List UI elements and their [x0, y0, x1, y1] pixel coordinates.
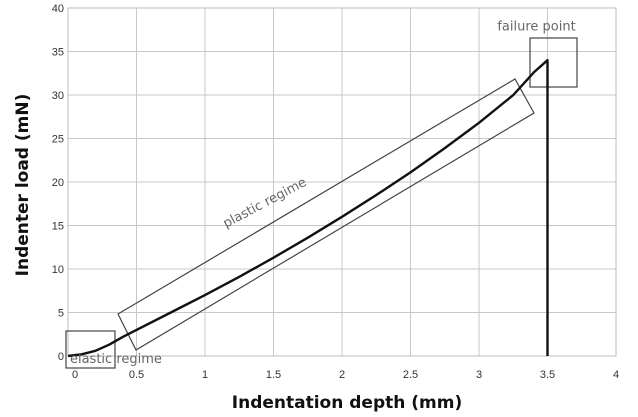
y-tick-label: 35	[52, 47, 64, 59]
y-tick-label: 5	[58, 308, 64, 320]
annotation-label: failure point	[497, 20, 575, 35]
y-tick-label: 30	[52, 90, 64, 102]
x-tick-label: 3.5	[540, 369, 555, 381]
y-tick-label: 10	[52, 264, 64, 276]
failure-point-box	[529, 37, 578, 88]
x-tick-label: 1.5	[266, 369, 281, 381]
x-tick-label: 0	[72, 369, 78, 381]
x-tick-label: 4	[613, 369, 619, 381]
y-tick-label: 15	[52, 221, 64, 233]
annotation-label: plastic regime	[221, 175, 309, 232]
x-tick-label: 0.5	[129, 369, 144, 381]
x-tick-label: 2	[339, 369, 345, 381]
plastic-regime-box	[117, 78, 535, 351]
y-tick-label: 0	[58, 351, 64, 363]
x-tick-label: 2.5	[403, 369, 418, 381]
x-tick-label: 3	[476, 369, 482, 381]
plot-frame	[67, 7, 617, 357]
x-tick-label: 1	[202, 369, 208, 381]
x-axis-title: Indentation depth (mm)	[232, 393, 462, 413]
y-tick-label: 20	[52, 177, 64, 189]
y-tick-label: 40	[52, 3, 64, 15]
annotation-label: elastic regime	[70, 352, 162, 367]
region-boxes	[65, 37, 578, 369]
load-depth-curve	[67, 59, 549, 358]
y-axis-ticks: 0 5 10 15 20 25 30 35 40	[52, 3, 64, 363]
y-tick-label: 25	[52, 134, 64, 146]
x-axis-ticks: 0 0.5 1 1.5 2 2.5 3 3.5 4	[72, 369, 619, 381]
plot-border	[67, 7, 617, 357]
series-layer	[67, 59, 549, 358]
elastic-regime-box	[65, 330, 116, 369]
y-axis-title: Indenter load (mN)	[13, 94, 33, 277]
